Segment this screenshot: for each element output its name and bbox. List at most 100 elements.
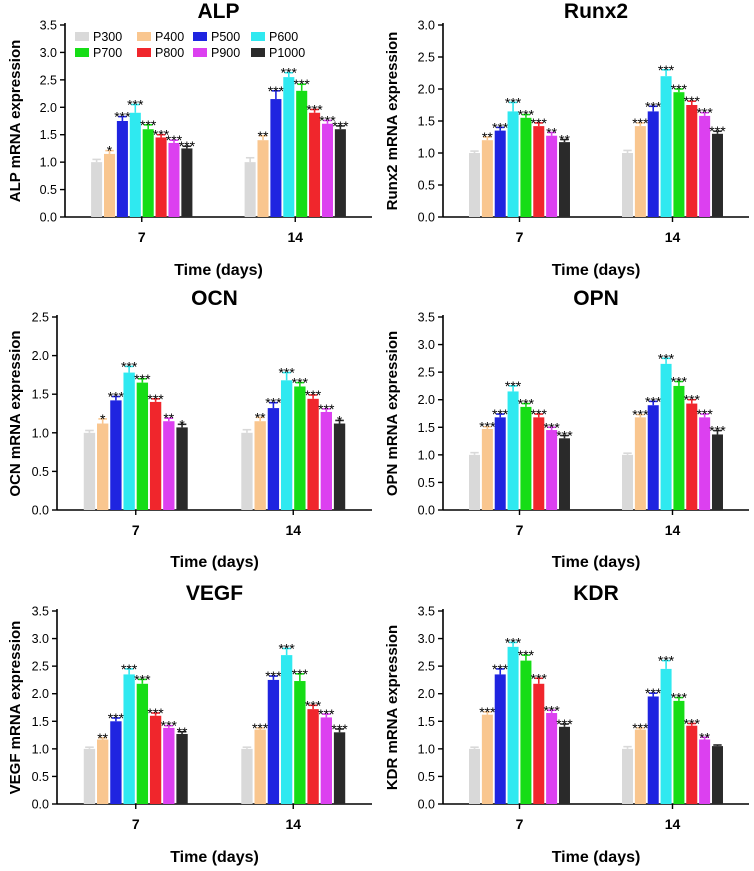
- significance-label: ***: [684, 93, 701, 109]
- bar-p600: [280, 380, 293, 510]
- y-tick-label: 0.0: [418, 798, 435, 812]
- significance-label: ***: [179, 138, 196, 154]
- bar-p500: [647, 696, 659, 804]
- significance-label: ***: [492, 406, 509, 422]
- legend-swatch-p900: [193, 48, 207, 57]
- bar-p400: [97, 739, 109, 804]
- significance-label: ***: [140, 117, 157, 133]
- legend-swatch-p600: [251, 32, 265, 41]
- x-axis-label: Time (days): [170, 849, 259, 866]
- significance-label: ***: [114, 109, 131, 125]
- significance-label: ***: [331, 721, 348, 737]
- x-tick-label: 7: [516, 816, 524, 832]
- significance-label: ***: [134, 671, 151, 687]
- panel-title: KDR: [573, 582, 619, 605]
- significance-label: ***: [127, 97, 144, 113]
- bar-p800: [149, 715, 162, 804]
- bar-p1000: [334, 129, 346, 217]
- bar-p1000: [176, 427, 188, 510]
- legend-label-p400: P400: [155, 30, 184, 44]
- significance-label: ***: [531, 115, 548, 131]
- bar-p800: [149, 401, 162, 510]
- bar-p600: [507, 391, 519, 510]
- y-tick-label: 2.0: [418, 687, 435, 701]
- bar-p600: [123, 372, 135, 510]
- y-tick-label: 2.0: [40, 101, 57, 115]
- significance-label: ***: [645, 685, 662, 701]
- significance-label: ***: [305, 387, 322, 403]
- significance-label: ***: [709, 123, 726, 139]
- bar-p900: [163, 421, 175, 510]
- significance-label: ***: [318, 706, 335, 722]
- significance-label: *: [100, 411, 106, 427]
- significance-label: ***: [121, 661, 138, 677]
- bar-p900: [320, 717, 332, 804]
- y-tick-label: 0.0: [32, 504, 49, 518]
- bar-p900: [546, 430, 558, 510]
- bar-p700: [520, 660, 532, 804]
- significance-label: **: [482, 129, 493, 145]
- significance-label: *: [179, 416, 185, 432]
- bar-p1000: [711, 746, 723, 804]
- y-tick-label: 3.0: [32, 632, 49, 646]
- y-tick-label: 3.5: [32, 605, 49, 619]
- significance-label: ***: [134, 371, 151, 387]
- significance-label: ***: [696, 406, 713, 422]
- y-axis-label: Runx2 mRNA expression: [384, 32, 401, 211]
- panel-title: OCN: [191, 287, 238, 310]
- bar-p600: [660, 76, 672, 217]
- significance-label: ***: [684, 392, 701, 408]
- legend-swatch-p700: [75, 48, 89, 57]
- bar-p700: [520, 406, 532, 510]
- significance-label: ***: [645, 98, 662, 114]
- x-tick-label: 14: [287, 229, 303, 245]
- bar-p600: [123, 674, 135, 804]
- bar-p900: [546, 135, 558, 217]
- bar-p1000: [711, 434, 723, 510]
- x-axis-label: Time (days): [170, 554, 259, 571]
- bar-p600: [283, 77, 295, 217]
- panel-opn: OPN OPN mRNA expression Time (days) 0.0 0.5 1…: [384, 287, 749, 571]
- panel-runx2: Runx2 Runx2 mRNA expression Time (days) 0.0…: [384, 0, 749, 279]
- bar-p800: [533, 126, 545, 217]
- y-tick-label: 3.0: [418, 338, 435, 352]
- significance-label: ***: [645, 393, 662, 409]
- y-tick-label: 0.0: [40, 211, 57, 225]
- significance-label: ***: [658, 62, 675, 78]
- bar-p900: [320, 411, 332, 510]
- bar-p400: [254, 729, 266, 804]
- significance-label: ***: [543, 419, 560, 435]
- bar-p700: [520, 117, 532, 217]
- y-axis-label: OCN mRNA expression: [7, 330, 24, 496]
- bar-p700: [136, 382, 149, 510]
- bar-p700: [673, 92, 685, 217]
- significance-label: ***: [161, 718, 178, 734]
- bar-p700: [142, 129, 154, 217]
- legend: P300 P400 P500 P600 P700 P800 P900 P1000: [75, 30, 305, 60]
- x-tick-label: 14: [285, 522, 301, 538]
- bar-p500: [267, 408, 280, 510]
- bar-p300: [91, 162, 103, 217]
- significance-label: ***: [147, 705, 164, 721]
- bar-p400: [257, 140, 269, 217]
- significance-label: ***: [268, 83, 285, 99]
- bar-p500: [647, 111, 659, 217]
- panel-vegf: VEGF VEGF mRNA expression Time (days) 0.0 0.…: [7, 582, 372, 866]
- y-tick-label: 1.5: [418, 715, 435, 729]
- bar-p700: [294, 386, 306, 510]
- bar-p400: [634, 126, 646, 217]
- y-tick-label: 0.5: [32, 465, 49, 479]
- significance-label: *: [107, 143, 113, 159]
- bar-p900: [546, 713, 558, 804]
- y-tick-label: 1.0: [40, 156, 57, 170]
- bar-p300: [622, 153, 634, 217]
- y-tick-label: 0.0: [418, 211, 435, 225]
- significance-label: ***: [671, 81, 688, 97]
- y-tick-label: 1.5: [418, 421, 435, 435]
- significance-label: ***: [278, 640, 295, 656]
- y-tick-label: 3.0: [40, 46, 57, 60]
- y-tick-label: 1.0: [32, 426, 49, 440]
- significance-label: ***: [556, 716, 573, 732]
- bar-p1000: [711, 133, 723, 217]
- x-tick-label: 7: [138, 229, 146, 245]
